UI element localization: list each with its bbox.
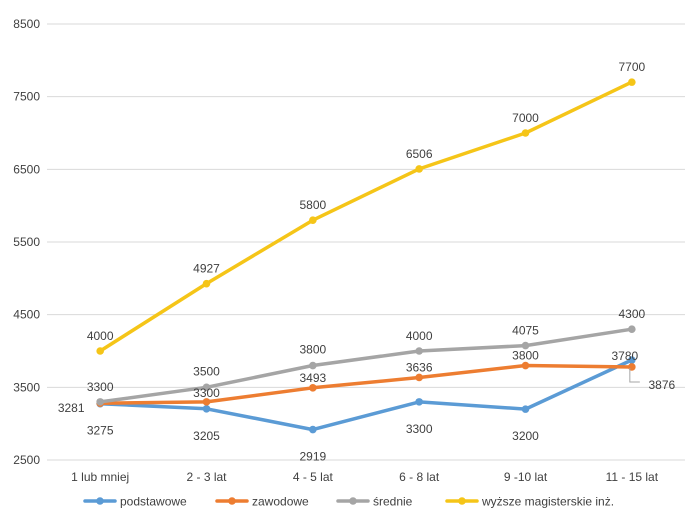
- series-1-point-1: [202, 398, 211, 406]
- data-label-2-5: 4300: [618, 307, 645, 321]
- series-2-point-1: [202, 383, 211, 392]
- data-label-1-3: 3636: [406, 360, 433, 374]
- series-2-point-2: [309, 361, 317, 370]
- series-line-2: [98, 327, 634, 404]
- series-3-point-5: [628, 78, 636, 86]
- series-2-point-5: [628, 325, 636, 334]
- y-tick-label-3500: 3500: [13, 380, 40, 394]
- series-0-point-1: [202, 404, 211, 413]
- data-label-3-2: 5800: [299, 198, 326, 212]
- data-label-1-1: 3300: [193, 386, 220, 400]
- x-tick-label-1: 2 - 3 lat: [186, 470, 227, 484]
- y-tick-label-2500: 2500: [13, 453, 40, 467]
- data-label-1-2: 3493: [299, 371, 326, 385]
- data-label-0-5: 3876: [648, 378, 675, 392]
- data-label-0-0: 3275: [87, 424, 114, 438]
- data-label-0-1: 3205: [193, 429, 220, 443]
- series-3-point-0: [96, 347, 104, 355]
- legend-label-0: podstawowe: [120, 495, 187, 509]
- series-0-point-4: [521, 405, 530, 413]
- data-label-1-4: 3800: [512, 349, 539, 363]
- legend-label-1: zawodowe: [252, 495, 309, 509]
- y-tick-label-8500: 8500: [13, 17, 40, 31]
- series-2-point-4: [521, 341, 530, 350]
- data-label-3-4: 7000: [512, 111, 539, 125]
- series-0-point-3: [415, 398, 423, 406]
- x-tick-label-0: 1 lub mniej: [71, 470, 129, 484]
- data-label-3-1: 4927: [193, 262, 220, 276]
- x-tick-label-5: 11 - 15 lat: [606, 470, 659, 484]
- legend-swatch-marker-0: [96, 497, 104, 505]
- series-3-point-4: [521, 129, 530, 137]
- data-label-2-2: 3800: [299, 343, 326, 357]
- x-tick-label-2: 4 - 5 lat: [293, 470, 334, 484]
- legend-label-2: średnie: [373, 495, 413, 509]
- series-3-point-3: [415, 165, 423, 173]
- series-3-point-1: [202, 279, 211, 288]
- data-label-1-0: 3281: [58, 401, 85, 415]
- legend-label-3: wyższe magisterskie inż.: [481, 495, 614, 509]
- legend-swatch-marker-3: [458, 497, 466, 505]
- x-tick-label-4: 9 -10 lat: [504, 470, 548, 484]
- y-tick-label-7500: 7500: [13, 90, 40, 104]
- series-1-point-3: [415, 373, 423, 382]
- data-label-2-4: 4075: [512, 324, 539, 338]
- legend-swatch-marker-1: [228, 497, 236, 505]
- data-label-0-2: 2919: [299, 450, 326, 464]
- y-tick-label-5500: 5500: [13, 235, 40, 249]
- data-label-2-3: 4000: [406, 329, 433, 343]
- data-label-3-0: 4000: [87, 329, 114, 343]
- series-0-point-2: [309, 425, 317, 434]
- series-line-0: [98, 358, 634, 432]
- y-tick-label-4500: 4500: [13, 308, 40, 322]
- series-2-point-0: [96, 398, 104, 406]
- x-tick-label-3: 6 - 8 lat: [399, 470, 440, 484]
- series-0-point-5: [628, 356, 636, 364]
- series-1-point-4: [521, 361, 530, 370]
- data-label-2-1: 3500: [193, 364, 220, 378]
- data-label-0-4: 3200: [512, 429, 539, 443]
- data-label-2-0: 3300: [87, 380, 114, 394]
- series-3-point-2: [309, 216, 317, 224]
- series-line-3: [98, 80, 634, 353]
- legend-swatch-marker-2: [349, 497, 357, 505]
- series-line-1: [98, 363, 634, 405]
- data-label-3-3: 6506: [406, 147, 433, 161]
- leader-line: [629, 368, 640, 383]
- series-1-point-5: [628, 363, 636, 371]
- series-2-point-3: [415, 347, 423, 355]
- series-1-point-2: [309, 384, 317, 392]
- data-label-0-3: 3300: [406, 422, 433, 436]
- data-label-1-5: 3780: [611, 349, 638, 363]
- data-label-3-5: 7700: [618, 60, 645, 74]
- y-tick-label-6500: 6500: [13, 162, 40, 176]
